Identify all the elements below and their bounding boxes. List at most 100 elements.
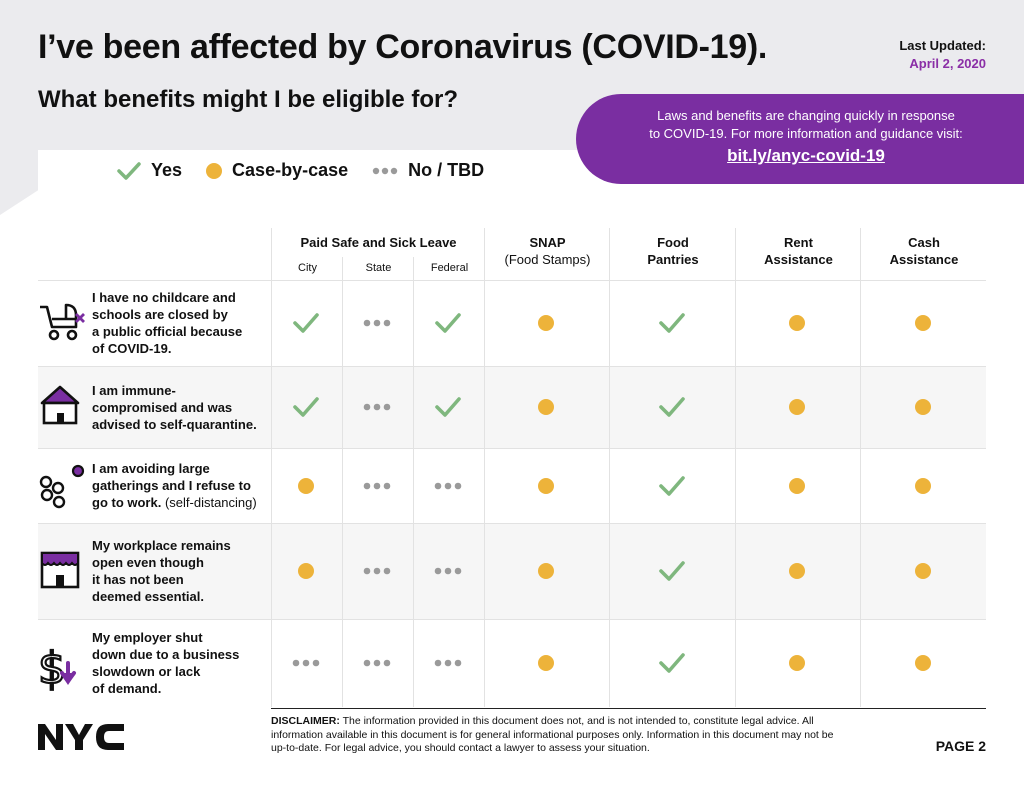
- header-rent-line1: Rent: [784, 235, 813, 250]
- yellow-dot-icon: [915, 563, 931, 579]
- yellow-dot-icon: [538, 655, 554, 671]
- check-icon: [117, 161, 141, 180]
- dots-icon-federal: [428, 523, 468, 619]
- legend-case: Case-by-case: [206, 160, 348, 181]
- row-divider: [38, 619, 986, 620]
- case-cell-snap: [526, 280, 566, 366]
- dots-icon-state: [357, 280, 397, 366]
- column-divider: [484, 448, 485, 523]
- situation-line: compromised and was: [92, 399, 233, 415]
- column-divider: [484, 523, 485, 619]
- last-updated-label: Last Updated:: [899, 38, 986, 53]
- situation-text: I am avoiding large gatherings and I refu…: [92, 460, 272, 511]
- check-icon-food-pantries: [652, 523, 692, 619]
- dollar-down-icon: $: [37, 641, 86, 698]
- column-divider: [860, 619, 861, 707]
- yellow-dot-icon: [298, 563, 314, 579]
- column-divider: [860, 366, 861, 448]
- header-cash-line1: Cash: [908, 235, 940, 250]
- column-divider: [271, 523, 272, 619]
- subheader-federal: Federal: [413, 257, 485, 280]
- case-cell-city: [286, 523, 326, 619]
- check-icon-federal: [428, 280, 468, 366]
- situation-line: down due to a business: [92, 647, 240, 662]
- situation-text: My employer shut down due to a business sl…: [92, 629, 272, 697]
- dots-icon-state: [357, 619, 397, 707]
- check-icon-federal: [428, 366, 468, 448]
- yellow-dot-icon: [789, 655, 805, 671]
- yellow-dot-icon: [915, 477, 931, 494]
- yellow-dot-icon: [538, 563, 554, 579]
- yellow-dot-icon: [789, 563, 805, 579]
- yellow-dot-icon: [538, 315, 554, 331]
- column-divider: [342, 448, 343, 523]
- header-snap-label: SNAP: [529, 235, 566, 250]
- situation-line: I have no childcare and: [92, 290, 236, 305]
- header-rent-line2: Assistance: [764, 252, 833, 267]
- disclaimer-text: The information provided in this documen…: [271, 715, 834, 754]
- column-divider: [342, 523, 343, 619]
- info-link[interactable]: bit.ly/anyc-covid-19: [727, 146, 885, 165]
- situation-line: My workplace remains: [92, 538, 231, 553]
- header-snap: SNAP (Food Stamps): [484, 228, 610, 286]
- yellow-dot-icon: [538, 477, 554, 494]
- column-divider: [342, 280, 343, 366]
- situation-line: it has not been: [92, 572, 184, 587]
- info-message: Laws and benefits are changing quickly i…: [576, 107, 1024, 166]
- column-divider: [413, 280, 414, 366]
- column-divider: [735, 619, 736, 707]
- storefront-icon: [38, 549, 82, 596]
- header-cash-assistance: Cash Assistance: [860, 228, 987, 286]
- legend-yes-label: Yes: [151, 160, 183, 180]
- header-paid-leave-label: Paid Safe and Sick Leave: [300, 235, 457, 250]
- legend-no: No / TBD: [372, 160, 484, 181]
- situation-note: (self-distancing): [161, 495, 257, 510]
- header-paid-leave: Paid Safe and Sick Leave: [271, 228, 485, 280]
- column-divider: [609, 280, 610, 366]
- dots-icon-state: [357, 523, 397, 619]
- situation-line: of COVID-19.: [92, 341, 172, 356]
- column-divider: [342, 366, 343, 448]
- situation-line: schools are closed by: [92, 307, 228, 322]
- header-cash-line2: Assistance: [889, 252, 959, 267]
- situation-line: My employer shut: [92, 630, 203, 645]
- check-icon-city: [286, 280, 326, 366]
- check-icon-food-pantries: [652, 366, 692, 448]
- case-cell-rent-assistance: [777, 448, 817, 523]
- legend-case-label: Case-by-case: [232, 160, 349, 180]
- situation-line: advised to self-quarantine.: [92, 416, 257, 432]
- check-icon-food-pantries: [652, 619, 692, 707]
- yellow-dot-icon: [789, 399, 805, 415]
- header-food-pantries: Food Pantries: [609, 228, 736, 286]
- yellow-dot-icon: [915, 315, 931, 331]
- nyc-logo: [38, 724, 124, 750]
- case-cell-snap: [526, 366, 566, 448]
- situation-line: gatherings and I refuse to: [92, 478, 251, 493]
- column-divider: [271, 448, 272, 523]
- column-divider: [484, 366, 485, 448]
- dots-icon-city: [286, 619, 326, 707]
- case-cell-city: [286, 448, 326, 523]
- column-divider: [609, 523, 610, 619]
- situation-text: I have no childcare and schools are close…: [92, 289, 272, 357]
- table-row: $ My employer shut down due to a business s…: [37, 619, 986, 707]
- dots-icon: [372, 167, 398, 174]
- subheader-city: City: [271, 257, 343, 280]
- info-box: Laws and benefits are changing quickly i…: [576, 94, 1024, 184]
- legend-no-label: No / TBD: [408, 160, 485, 180]
- page-title: I’ve been affected by Coronavirus (COVID…: [38, 28, 768, 66]
- last-updated-date: April 2, 2020: [909, 56, 986, 71]
- page-subtitle: What benefits might I be eligible for?: [38, 86, 459, 113]
- legend-yes: Yes: [117, 160, 182, 181]
- situation-line: open even though: [92, 555, 204, 570]
- case-cell-cash-assistance: [903, 280, 943, 366]
- column-divider: [609, 366, 610, 448]
- yellow-dot-icon: [538, 399, 554, 415]
- dots-icon-federal: [428, 448, 468, 523]
- check-icon-food-pantries: [652, 448, 692, 523]
- situation-line: of demand.: [92, 681, 162, 696]
- legend: Yes Case-by-case No / TBD: [117, 160, 508, 181]
- column-divider: [735, 523, 736, 619]
- stroller-icon: [38, 301, 86, 348]
- page-number: PAGE 2: [935, 738, 986, 754]
